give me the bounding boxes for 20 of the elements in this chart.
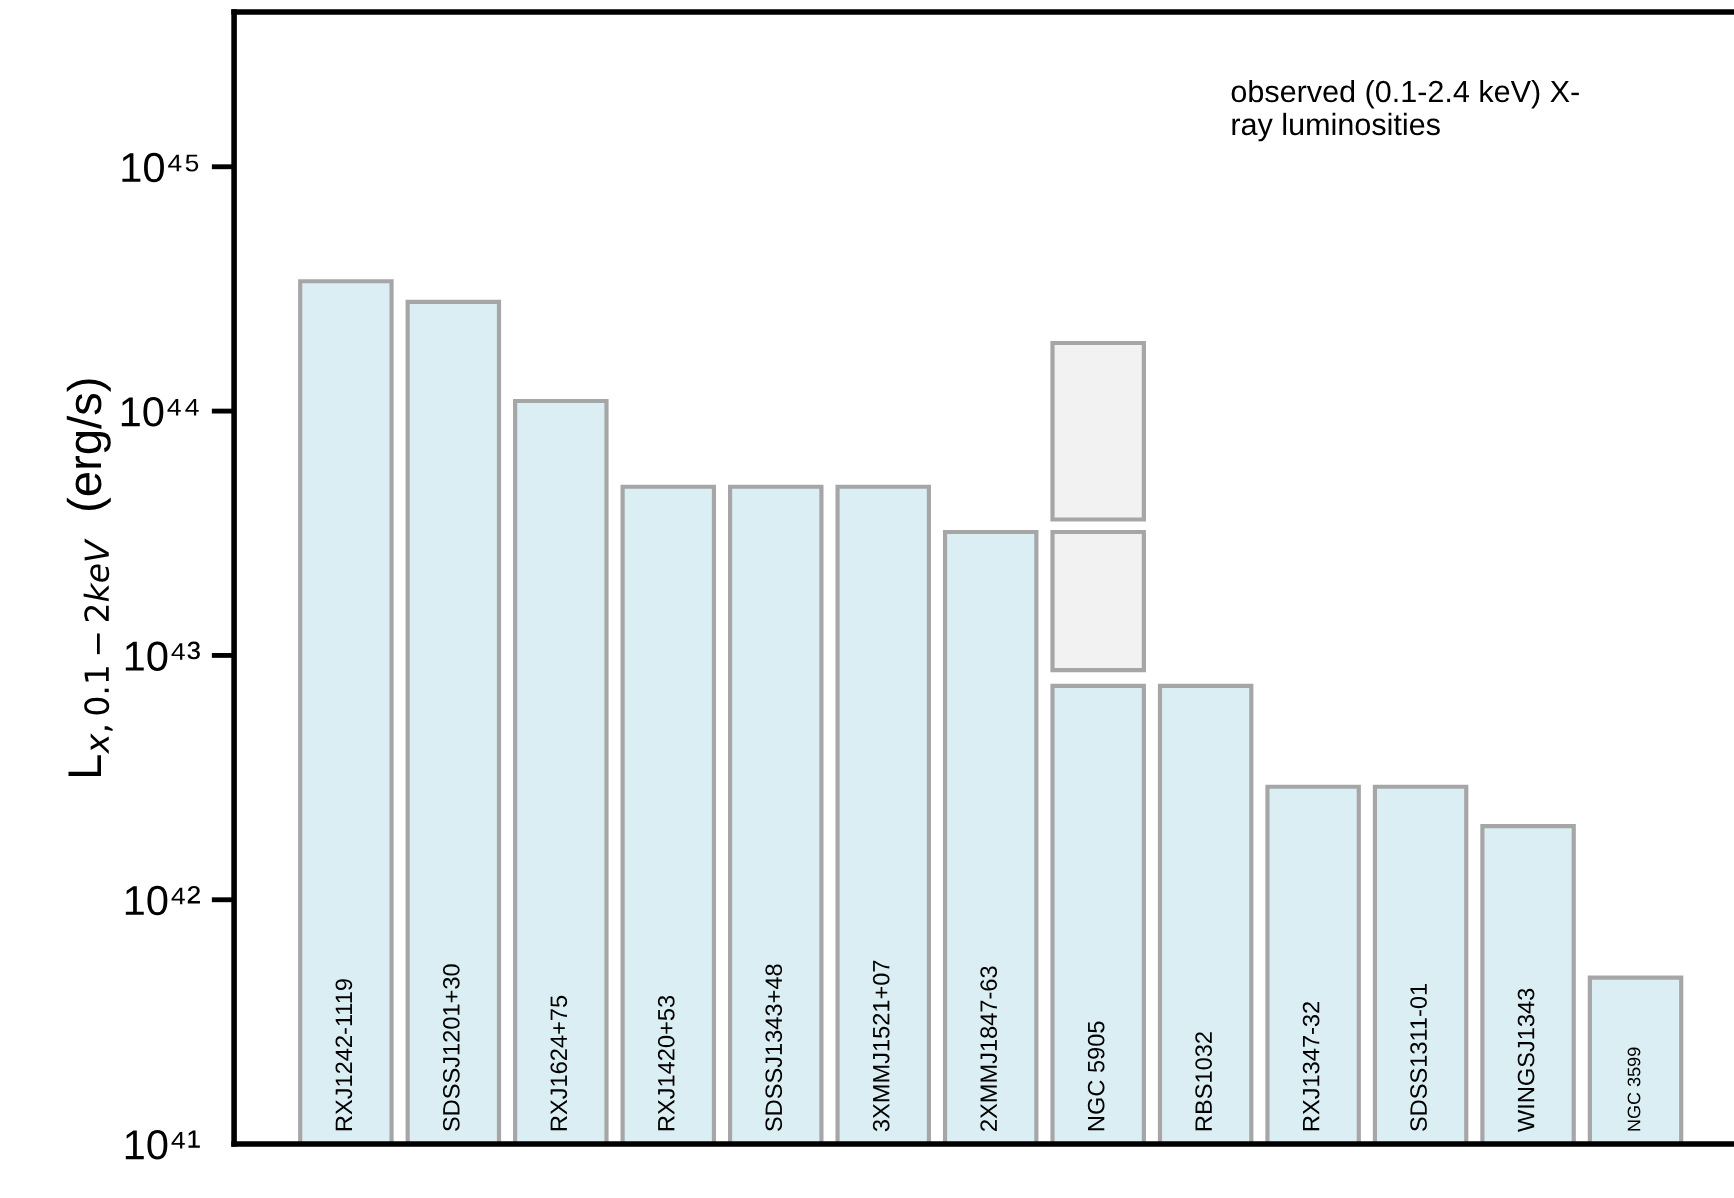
x-tick-label: RXJ1242-1119 (335, 979, 353, 1131)
x-tick-label: RBS1032 (1195, 1032, 1212, 1131)
x-tick-label: NGC 3599 (1627, 1047, 1641, 1131)
x-tick-label: 2XMMJ1847-63 (980, 966, 998, 1131)
x-tick-label: SDSSJ1201+30 (442, 964, 460, 1131)
x-tick-label: RXJ1624+75 (550, 995, 568, 1131)
x-tick-label: 3XMMJ1521+07 (872, 960, 890, 1132)
x-tick-label: RXJ1347-32 (1302, 1001, 1320, 1131)
y-tick-label: 10⁴³ (125, 641, 200, 671)
y-tick-label: 10⁴⁵ (122, 152, 199, 183)
y-tick-label: 10⁴¹ (125, 1130, 200, 1160)
y-tick-label: 10⁴² (125, 885, 200, 916)
y-axis-title: L$_{x,0.1−2keV}$ (erg/s) (66, 379, 113, 777)
x-tick-label: RXJ1420+53 (657, 995, 675, 1131)
x-tick-label: WINGSJ1343 (1517, 988, 1535, 1132)
annotation: observed (0.1-2.4 keV) X- ray luminosities (1231, 79, 1579, 142)
x-tick-label: NGC 5905 (1087, 1021, 1105, 1131)
x-tick-label: SDSSJ1343+48 (765, 964, 783, 1131)
y-tick-label: 10⁴⁴ (121, 397, 199, 427)
x-tick-label: SDSS1311-01 (1410, 984, 1427, 1131)
